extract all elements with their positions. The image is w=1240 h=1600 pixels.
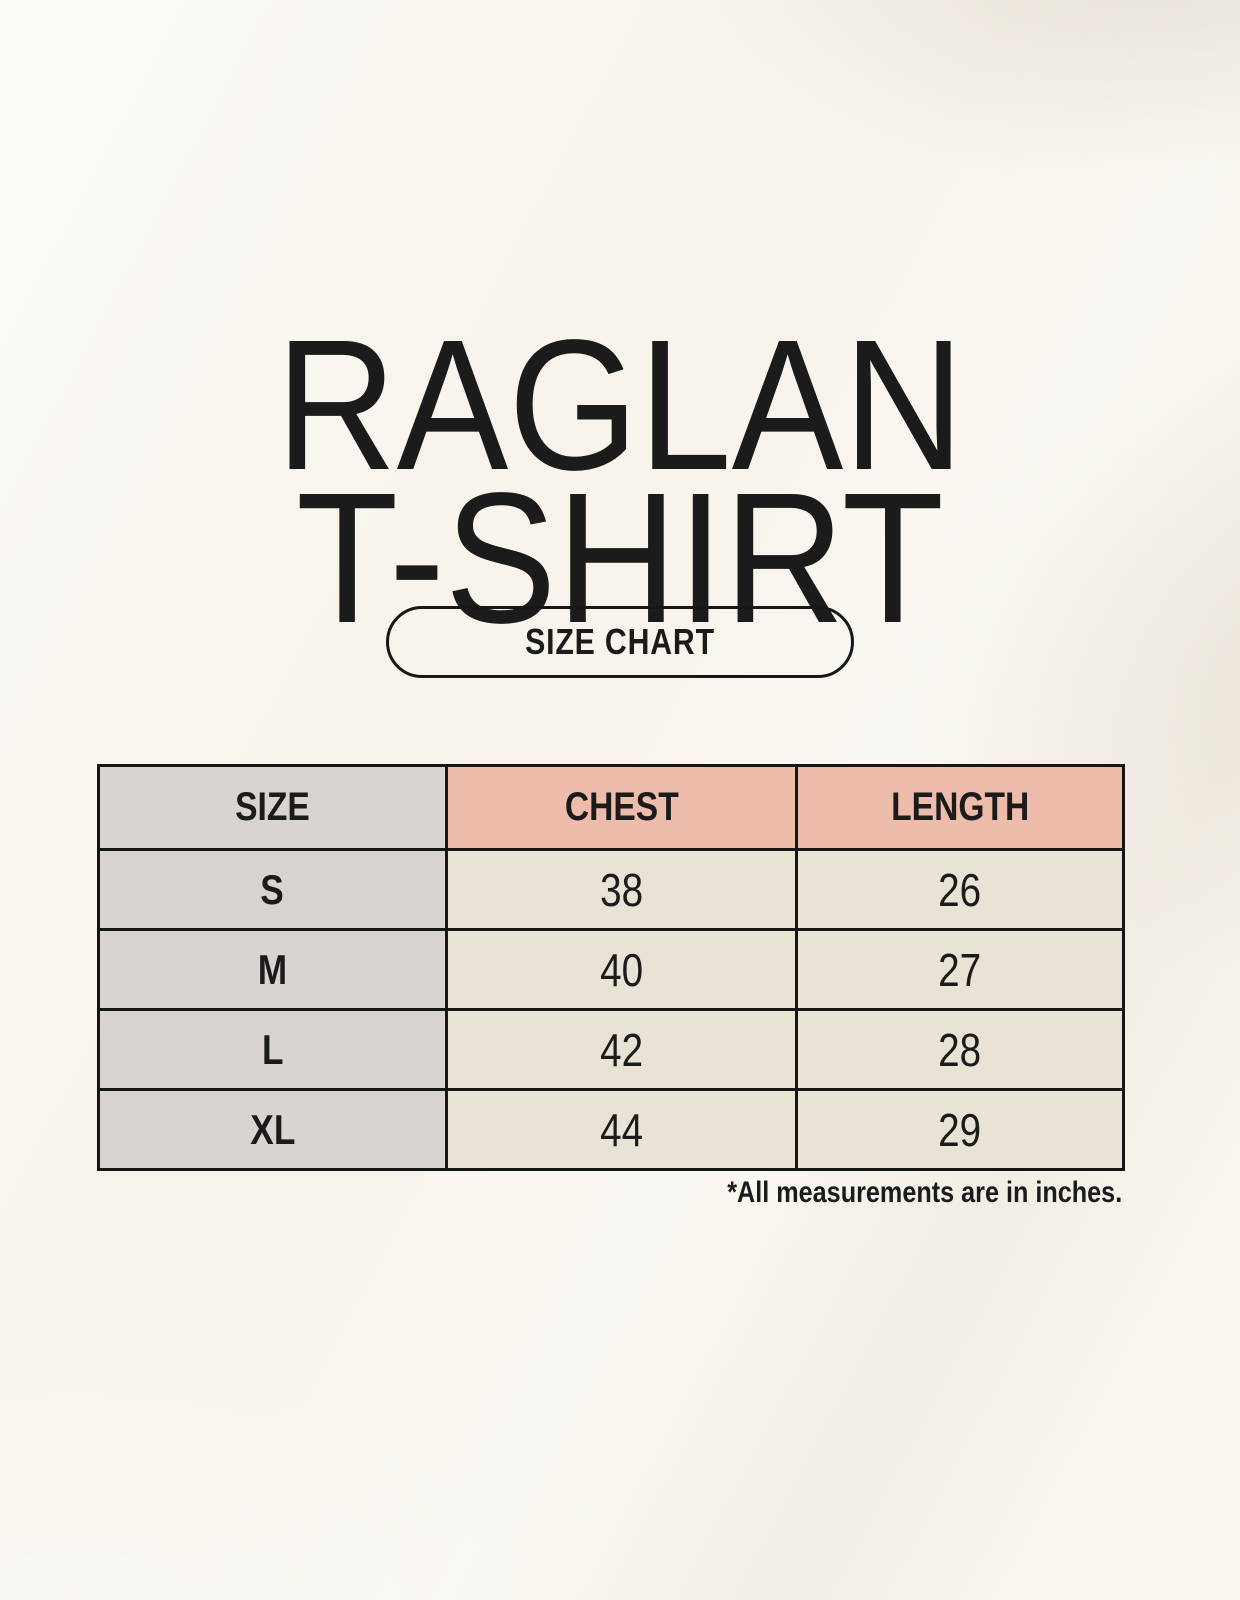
table-row-s: S 38 26 (97, 848, 1125, 931)
size-cell: M (97, 928, 448, 1011)
table-row-xl: XL 44 29 (97, 1088, 1125, 1171)
table-header-row: SIZE CHEST LENGTH (97, 764, 1125, 851)
size-value: M (257, 945, 288, 993)
chest-cell: 38 (445, 848, 798, 931)
chest-value: 44 (600, 1103, 643, 1156)
header-cell-size: SIZE (97, 764, 448, 851)
chest-value: 38 (600, 863, 643, 916)
header-label-length: LENGTH (890, 785, 1030, 829)
chest-value: 42 (600, 1023, 643, 1076)
chest-cell: 40 (445, 928, 798, 1011)
size-value: L (261, 1025, 284, 1073)
length-cell: 28 (795, 1008, 1125, 1091)
table-row-m: M 40 27 (97, 928, 1125, 1011)
length-value: 27 (938, 943, 982, 996)
page-title-line1: RAGLAN (275, 301, 965, 509)
length-value: 28 (938, 1023, 982, 1076)
size-chart-button-label: SIZE CHART (525, 621, 715, 662)
length-cell: 29 (795, 1088, 1125, 1171)
length-value: 26 (938, 863, 982, 916)
chest-value: 40 (600, 943, 643, 996)
header-cell-chest: CHEST (445, 764, 798, 851)
size-chart-button[interactable]: SIZE CHART (386, 606, 854, 678)
length-value: 29 (938, 1103, 982, 1156)
page-title: RAGLAN T-SHIRT (62, 125, 1178, 651)
chest-cell: 42 (445, 1008, 798, 1091)
table-row-l: L 42 28 (97, 1008, 1125, 1091)
header-cell-length: LENGTH (795, 764, 1125, 851)
measurements-footnote-text: *All measurements are in inches. (727, 1176, 1122, 1209)
length-cell: 27 (795, 928, 1125, 1011)
size-cell: S (97, 848, 448, 931)
size-value: S (260, 865, 285, 913)
size-chart-table: SIZE CHEST LENGTH S 38 26 M 40 27 L 42 (97, 764, 1125, 1171)
measurements-footnote: *All measurements are in inches. (652, 1176, 1122, 1210)
size-chart-table-container: SIZE CHEST LENGTH S 38 26 M 40 27 L 42 (97, 764, 1125, 1171)
size-cell: XL (97, 1088, 448, 1171)
chest-cell: 44 (445, 1088, 798, 1171)
header-label-size: SIZE (235, 785, 310, 829)
size-cell: L (97, 1008, 448, 1091)
length-cell: 26 (795, 848, 1125, 931)
header-label-chest: CHEST (564, 785, 679, 829)
size-value: XL (249, 1105, 296, 1153)
